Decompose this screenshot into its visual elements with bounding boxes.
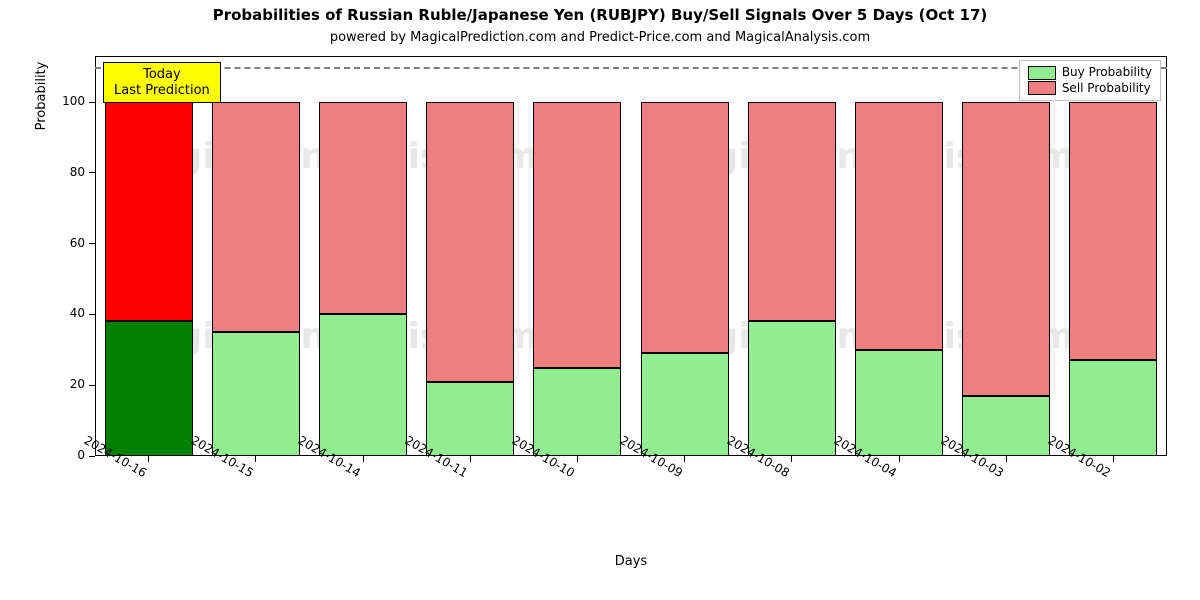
ytick-mark	[89, 385, 95, 386]
buy-legend-swatch	[1028, 66, 1056, 80]
xtick-mark	[791, 456, 792, 462]
xtick-mark	[1006, 456, 1007, 462]
buy-bar	[426, 382, 514, 456]
chart-legend: Buy ProbabilitySell Probability	[1019, 60, 1161, 101]
sell-bar	[855, 102, 943, 350]
xtick-mark	[684, 456, 685, 462]
y-axis-label: Probability	[34, 0, 49, 296]
xtick-mark	[470, 456, 471, 462]
ytick-label: 20	[43, 377, 85, 391]
x-axis-label: Days	[95, 554, 1167, 569]
legend-row: Buy Probability	[1028, 65, 1152, 81]
sell-legend-swatch	[1028, 81, 1056, 95]
ytick-mark	[89, 314, 95, 315]
ytick-mark	[89, 456, 95, 457]
dashed-reference-line	[95, 67, 1167, 69]
sell-bar	[962, 102, 1050, 396]
buy-bar	[641, 353, 729, 456]
ytick-label: 60	[43, 236, 85, 250]
xtick-mark	[899, 456, 900, 462]
buy-bar	[1069, 360, 1157, 456]
today-callout: TodayLast Prediction	[103, 62, 221, 103]
xtick-mark	[148, 456, 149, 462]
sell-bar	[105, 102, 193, 321]
ytick-mark	[89, 102, 95, 103]
sell-bar	[533, 102, 621, 367]
buy-bar	[533, 368, 621, 456]
legend-label: Sell Probability	[1062, 81, 1151, 97]
chart-title: Probabilities of Russian Ruble/Japanese …	[0, 6, 1200, 24]
xtick-mark	[363, 456, 364, 462]
callout-line: Today	[114, 67, 210, 83]
ytick-label: 80	[43, 165, 85, 179]
callout-line: Last Prediction	[114, 83, 210, 99]
sell-bar	[426, 102, 514, 382]
ytick-mark	[89, 172, 95, 173]
sell-bar	[748, 102, 836, 321]
xtick-mark	[1113, 456, 1114, 462]
sell-bar	[212, 102, 300, 332]
ytick-label: 0	[43, 448, 85, 462]
xtick-mark	[577, 456, 578, 462]
ytick-mark	[89, 243, 95, 244]
ytick-label: 100	[43, 94, 85, 108]
sell-bar	[1069, 102, 1157, 360]
xtick-mark	[255, 456, 256, 462]
legend-row: Sell Probability	[1028, 81, 1152, 97]
chart-subtitle: powered by MagicalPrediction.com and Pre…	[0, 30, 1200, 45]
legend-label: Buy Probability	[1062, 65, 1152, 81]
sell-bar	[641, 102, 729, 353]
sell-bar	[319, 102, 407, 314]
ytick-label: 40	[43, 306, 85, 320]
